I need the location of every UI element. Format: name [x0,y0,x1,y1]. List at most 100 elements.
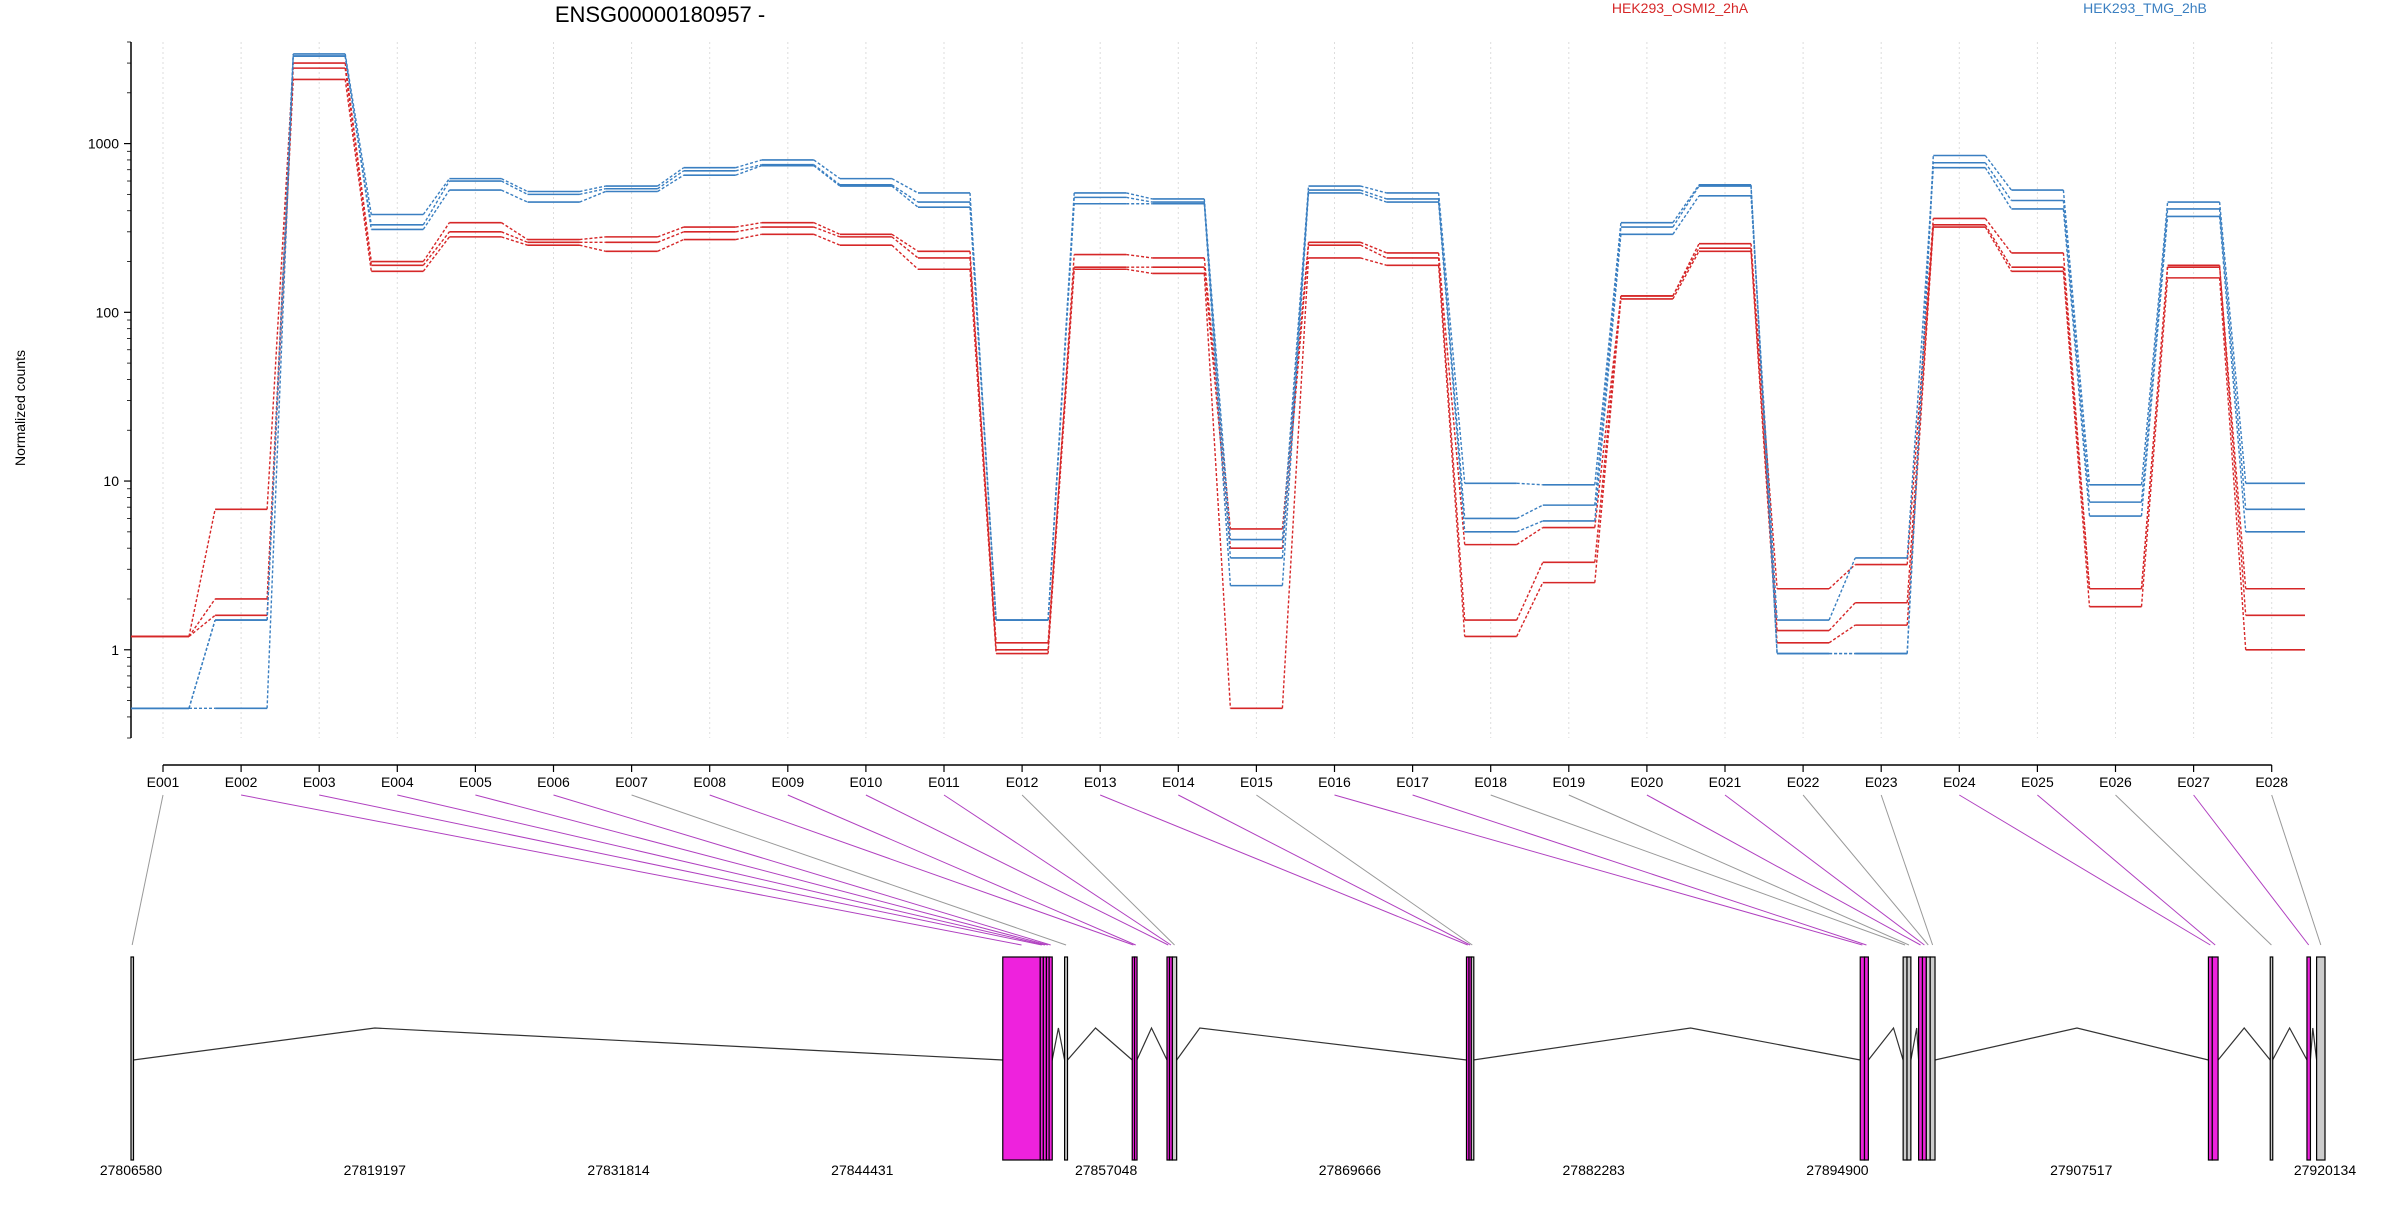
series-lines [131,53,2305,710]
series-connector [735,233,762,241]
series-connector [266,56,294,709]
x-tick-label: E023 [1865,774,1898,790]
series-connector [1828,624,1856,644]
series-connector [1594,234,1622,522]
connector-e007 [631,794,1067,946]
genomic-coordinate-label: 27806580 [100,1162,163,1178]
genomic-coordinate-label: 27894900 [1806,1162,1869,1178]
series-connector [969,269,997,654]
x-tick-label: E018 [1474,774,1507,790]
connector-e018 [1490,794,1906,946]
x-tick-label: E013 [1084,774,1117,790]
x-tick-label: E024 [1943,774,1976,790]
connector-e023 [1880,794,1934,946]
series-connector [1516,526,1544,546]
series-connector [1437,192,1466,484]
series-connector [1360,244,1387,259]
connector-e027 [2193,794,2310,946]
series-connector [579,185,606,193]
connector-e009 [787,794,1136,946]
series-connector [891,236,919,259]
x-tick-label: E019 [1552,774,1585,790]
x-tick-label: E004 [381,774,414,790]
series-connector [579,236,606,241]
series-connector [1828,602,1856,632]
series-connector [188,614,216,637]
series-connector [1594,222,1622,485]
connector-e021 [1724,794,1925,946]
series-connector [422,189,450,230]
series-connector [579,188,606,196]
series-connector [2140,216,2169,517]
series-connector [1281,186,1310,540]
series-connector [422,180,451,226]
series-HEK293_OSMI2_2hA [131,67,2305,644]
series-connector [422,231,450,266]
exon-box-e026 [2269,956,2274,1161]
exon-box-e012 [1171,956,1178,1161]
series-connector [1047,267,1075,643]
series-connector [501,222,528,241]
series-connector [1672,247,1700,297]
series-connector [501,177,528,193]
series-connector [735,159,762,169]
series-connector [891,178,919,194]
series-connector [2062,271,2091,607]
series-connector [188,598,216,637]
series-connector [969,257,997,643]
x-tick-label: E012 [1006,774,1039,790]
connector-e024 [1959,794,2211,946]
series-connector [1203,273,1232,709]
series-connector [891,233,919,252]
series-connector [1126,268,1153,275]
exon-box-e002 [1002,956,1041,1161]
y-tick-label: 10 [103,473,119,489]
exon-box-e016 [1859,956,1866,1161]
gene-model: 27806580 27819197 27831814 27844431 27857048… [100,956,2356,1178]
series-connector [2062,208,2091,517]
series-connector [2218,265,2247,616]
series-connector [1906,224,1934,603]
connector-e019 [1568,794,1910,946]
series-connector [1126,192,1153,200]
genomic-coordinate-label: 27844431 [831,1162,894,1178]
connector-e004 [397,794,1046,946]
series-connector [1126,196,1153,203]
chart-title: ENSG00000180957 - [555,2,765,27]
series-connector [2062,190,2091,485]
connector-e026 [2115,794,2272,946]
series-connector [1984,162,2012,201]
series-connector [2218,216,2247,532]
series-connector [2140,208,2169,503]
series-connector [891,244,919,270]
series-connector [813,226,841,238]
series-connector [344,68,372,266]
x-tick-label: E005 [459,774,492,790]
series-connector [735,226,762,233]
series-connector [1281,257,1310,709]
series-connector [1360,257,1387,266]
connector-e025 [2037,794,2216,946]
connector-e001 [131,794,164,946]
x-tick-label: E017 [1396,774,1429,790]
series-connector [1750,184,1778,654]
series-connector [2140,267,2169,589]
series-connector [1516,482,1543,486]
series-connector [1906,155,1934,654]
genomic-coordinate-label: 27857048 [1075,1162,1138,1178]
series-connector [1594,295,1622,563]
series-connector [344,62,372,262]
connector-e010 [865,794,1169,946]
x-tick-label: E003 [303,774,336,790]
x-tick-label: E026 [2099,774,2132,790]
series-connector [1203,202,1232,559]
series-connector [1360,189,1387,200]
series-connector [1750,243,1778,589]
series-connector [501,236,528,246]
series-connector [1828,564,1856,590]
series-connector [1203,198,1232,540]
series-connector [2062,252,2091,589]
series-connector [969,251,997,650]
series-connector [1750,248,1778,631]
